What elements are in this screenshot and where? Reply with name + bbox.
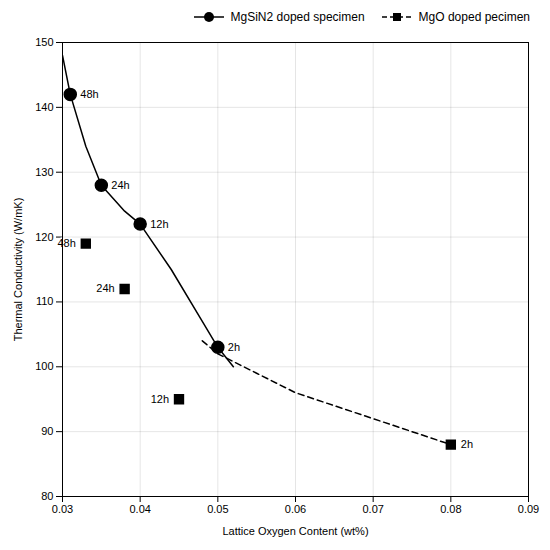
svg-text:Lattice Oxygen Content (wt%): Lattice Oxygen Content (wt%) — [222, 525, 368, 537]
svg-text:150: 150 — [35, 36, 53, 48]
svg-text:0.03: 0.03 — [52, 503, 73, 515]
svg-text:0.08: 0.08 — [440, 503, 461, 515]
svg-text:0.07: 0.07 — [362, 503, 383, 515]
svg-text:2h: 2h — [461, 438, 473, 450]
svg-text:2h: 2h — [228, 341, 240, 353]
svg-text:12h: 12h — [151, 393, 169, 405]
svg-text:12h: 12h — [150, 218, 168, 230]
html-text:MgSiN2 doped specimen: MgSiN2 doped specimen — [230, 10, 365, 24]
svg-text:120: 120 — [35, 231, 53, 243]
svg-text:Thermal Conductivity (W/mK): Thermal Conductivity (W/mK) — [12, 198, 24, 342]
svg-text:48h: 48h — [80, 88, 98, 100]
svg-text:0.05: 0.05 — [207, 503, 228, 515]
svg-text:24h: 24h — [96, 282, 114, 294]
svg-text:110: 110 — [36, 295, 54, 307]
html-text:MgO doped pecimen: MgO doped pecimen — [418, 10, 530, 24]
svg-text:48h: 48h — [57, 237, 75, 249]
svg-text:0.06: 0.06 — [285, 503, 306, 515]
svg-text:0.04: 0.04 — [129, 503, 150, 515]
svg-text:90: 90 — [41, 425, 53, 437]
svg-text:80: 80 — [41, 490, 53, 502]
svg-text:130: 130 — [35, 166, 53, 178]
svg-text:100: 100 — [35, 360, 53, 372]
svg-text:24h: 24h — [111, 179, 129, 191]
svg-text:140: 140 — [35, 101, 53, 113]
svg-text:0.09: 0.09 — [518, 503, 539, 515]
